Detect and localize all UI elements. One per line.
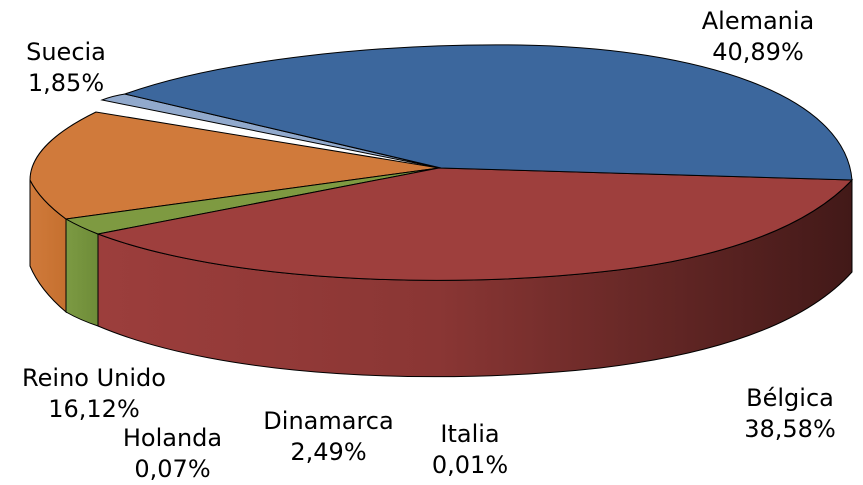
label-italia-value: 0,01% <box>431 451 509 479</box>
label-dinamarca-name: Dinamarca <box>263 407 394 435</box>
label-reino-unido-value: 16,12% <box>48 395 140 423</box>
label-suecia-name: Suecia <box>26 38 106 66</box>
label-italia: Italia 0,01% <box>410 419 530 481</box>
label-holanda-name: Holanda <box>122 424 223 452</box>
label-alemania-name: Alemania <box>701 7 815 35</box>
label-dinamarca-value: 2,49% <box>290 438 367 466</box>
label-belgica-name: Bélgica <box>746 384 834 412</box>
label-reino-unido: Reino Unido 16,12% <box>4 363 184 425</box>
slice-top-reino-unido <box>29 111 440 220</box>
label-dinamarca: Dinamarca 2,49% <box>246 406 411 468</box>
label-italia-name: Italia <box>440 420 500 448</box>
slice-top-alemania <box>123 44 853 181</box>
label-alemania: Alemania 40,89% <box>688 6 828 68</box>
slice-top-belgica <box>96 167 854 281</box>
label-reino-unido-name: Reino Unido <box>22 364 166 392</box>
label-belgica: Bélgica 38,58% <box>720 383 860 445</box>
label-holanda-value: 0,07% <box>134 455 211 483</box>
slice-side-dinamarca <box>65 218 99 327</box>
label-suecia-value: 1,85% <box>27 69 105 97</box>
label-alemania-value: 40,89% <box>712 38 804 66</box>
label-belgica-value: 38,58% <box>744 415 836 443</box>
label-holanda: Holanda 0,07% <box>105 423 240 485</box>
label-suecia: Suecia 1,85% <box>6 37 126 99</box>
